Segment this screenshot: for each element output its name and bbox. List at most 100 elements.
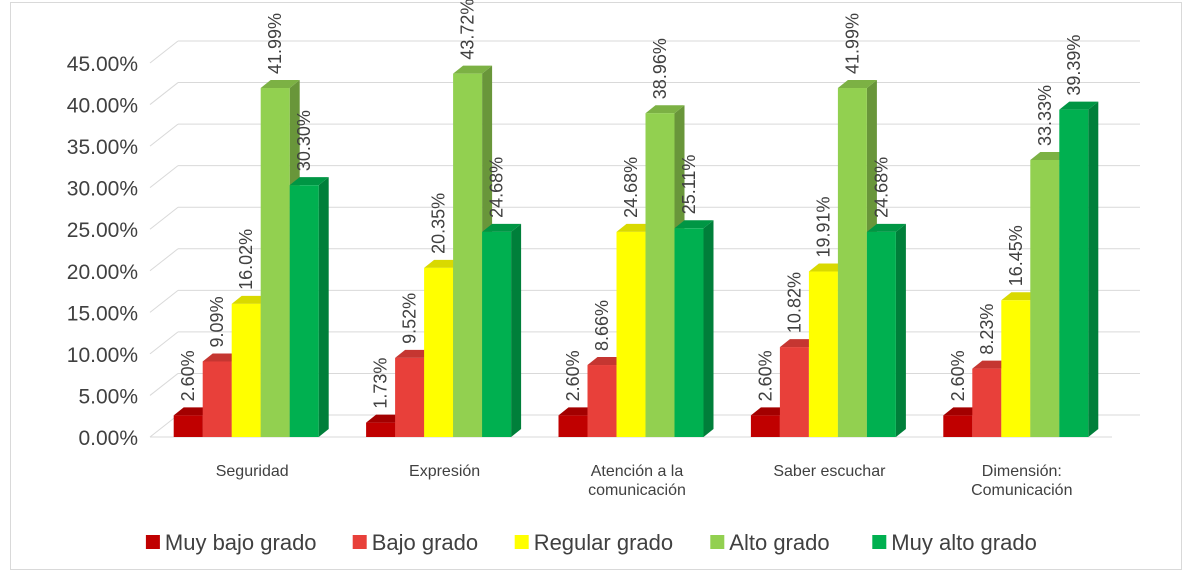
bar-front xyxy=(616,231,646,437)
bar-front xyxy=(231,303,261,437)
bar-front xyxy=(260,88,290,437)
data-label: 24.68% xyxy=(487,157,507,218)
bar-front xyxy=(1059,109,1089,437)
data-label: 2.60% xyxy=(563,350,583,401)
y-tick-label: 25.00% xyxy=(67,219,138,242)
legend-item: Muy alto grado xyxy=(872,530,1037,555)
data-label: 2.60% xyxy=(948,350,968,401)
bar-side xyxy=(511,223,522,437)
y-tick-label: 5.00% xyxy=(78,385,138,408)
legend-swatch xyxy=(710,535,725,549)
bar-front xyxy=(289,185,319,437)
gridline-depth xyxy=(149,373,179,396)
data-label: 39.39% xyxy=(1064,35,1084,96)
bar-front xyxy=(866,231,896,437)
bar-front xyxy=(972,368,1002,437)
legend-swatch xyxy=(872,535,887,549)
data-label: 41.99% xyxy=(265,13,285,74)
data-label: 8.66% xyxy=(592,300,612,351)
legend-swatch xyxy=(352,535,367,549)
gridline-depth xyxy=(149,82,179,105)
bar xyxy=(289,177,329,437)
category-label: Comunicación xyxy=(971,482,1072,499)
data-label: 24.68% xyxy=(621,157,641,218)
y-tick-label: 0.00% xyxy=(78,427,138,450)
data-label: 16.02% xyxy=(236,229,256,290)
bar-front xyxy=(674,228,704,437)
bar-front xyxy=(837,88,867,437)
data-label: 25.11% xyxy=(679,155,699,215)
bar-front xyxy=(645,113,675,438)
gridline-depth xyxy=(149,331,179,355)
gridline-depth xyxy=(149,123,179,147)
bar-front xyxy=(453,73,483,438)
bar-front xyxy=(750,415,780,437)
bar-side xyxy=(318,177,329,437)
bars-layer xyxy=(173,65,1099,438)
category-label: Expresión xyxy=(409,463,480,480)
bar-front xyxy=(202,361,232,437)
data-label: 16.45% xyxy=(1006,225,1026,286)
x-axis: Seguridad Expresión Atención a la comunicac… xyxy=(216,463,1073,499)
bar-side xyxy=(703,220,714,437)
legend-label: Bajo grado xyxy=(372,530,478,555)
bar-top xyxy=(837,80,877,89)
data-label: 1.73% xyxy=(371,358,391,409)
data-label: 10.82% xyxy=(784,272,804,333)
gridline-depth xyxy=(149,40,179,64)
y-tick-label: 10.00% xyxy=(67,344,138,367)
category-label: comunicación xyxy=(588,482,686,499)
bar-top xyxy=(645,105,685,114)
bar xyxy=(674,220,714,437)
bar-side xyxy=(1088,101,1099,437)
bar-top xyxy=(482,223,522,232)
bar-front xyxy=(779,347,809,437)
data-label: 43.72% xyxy=(458,0,478,60)
data-label: 33.33% xyxy=(1035,85,1055,146)
y-tick-label: 20.00% xyxy=(67,261,138,284)
bar-front xyxy=(395,357,425,437)
bar-front xyxy=(424,267,454,437)
bar-top xyxy=(453,65,493,74)
category-label: Dimensión: xyxy=(982,463,1062,480)
bar-front xyxy=(173,415,203,437)
bar-front xyxy=(1030,159,1060,437)
bar-front xyxy=(808,271,838,437)
bar xyxy=(866,223,906,437)
y-tick-label: 40.00% xyxy=(67,95,138,118)
legend-swatch xyxy=(145,535,160,549)
data-label: 19.91% xyxy=(813,196,833,257)
bar-top xyxy=(674,220,714,229)
bar-side xyxy=(895,223,906,437)
category-label: Seguridad xyxy=(216,463,289,480)
legend-swatch xyxy=(514,535,529,549)
category-label: Atención a la xyxy=(591,463,684,480)
data-label: 2.60% xyxy=(178,350,198,401)
gridline-depth xyxy=(149,289,179,313)
data-label: 2.60% xyxy=(755,350,775,401)
data-label: 38.96% xyxy=(650,38,670,99)
data-label: 20.35% xyxy=(429,193,449,254)
legend-label: Muy alto grado xyxy=(891,530,1037,555)
bar-front xyxy=(587,365,617,437)
bar-top xyxy=(260,80,300,89)
bar-front xyxy=(366,422,396,437)
bar xyxy=(1059,101,1099,437)
bar-top xyxy=(866,223,906,232)
bar-top xyxy=(289,177,329,186)
data-label: 41.99% xyxy=(842,13,862,74)
data-label: 8.23% xyxy=(977,304,997,355)
bar-front xyxy=(943,415,973,437)
y-tick-label: 35.00% xyxy=(67,136,138,159)
y-tick-label: 45.00% xyxy=(67,53,138,76)
y-axis: 0.00% 5.00% 10.00% 15.00% 20.00% 25.00% 30.00%… xyxy=(67,53,138,450)
data-labels: 2.60% 9.09% 16.02% 41.99% 30.30% 1.73% 9.52% 20… xyxy=(178,0,1084,409)
legend-item: Bajo grado xyxy=(352,530,478,555)
bar xyxy=(482,223,522,437)
chart-frame xyxy=(10,2,1182,570)
legend-item: Regular grado xyxy=(514,530,673,555)
bar-front xyxy=(558,415,588,437)
bar-front xyxy=(482,231,512,437)
gridline-depth xyxy=(149,248,179,272)
